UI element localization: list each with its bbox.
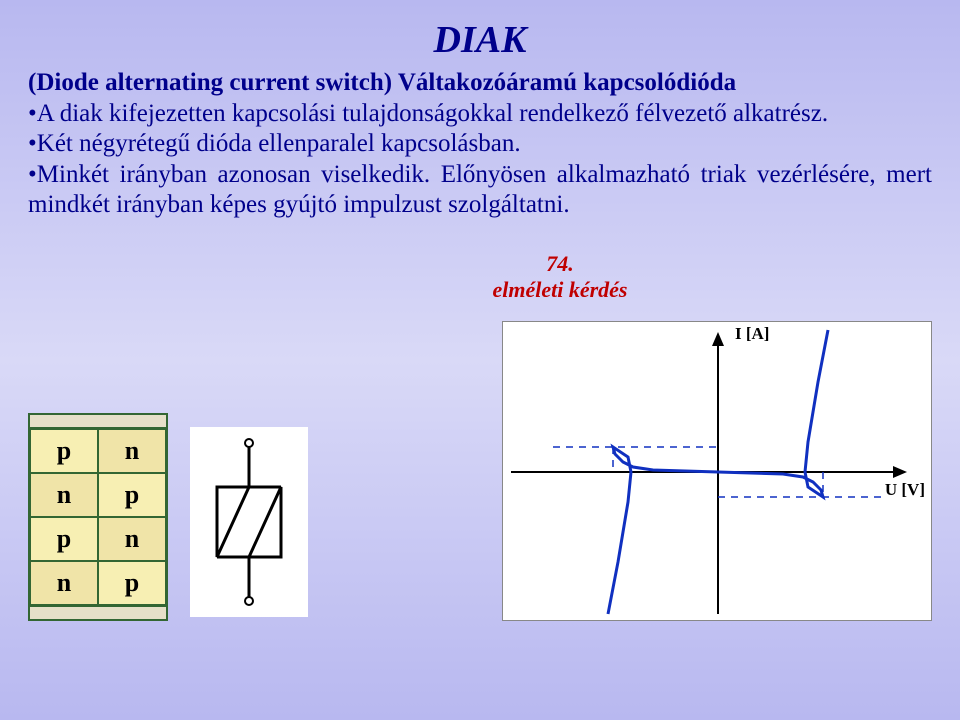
layer-col-left: p n p n <box>30 429 98 605</box>
layer-cell: n <box>98 517 166 561</box>
bullet-2: Két négyrétegű dióda ellenparalel kapcso… <box>37 130 521 157</box>
layer-bottom-contact <box>28 607 168 621</box>
layer-cell: p <box>30 429 98 473</box>
question-label: 74. elméleti kérdés <box>188 251 932 303</box>
layer-col-right: n p n p <box>98 429 166 605</box>
diak-symbol-svg <box>199 437 299 607</box>
diak-symbol <box>190 427 308 617</box>
layer-top-contact <box>28 413 168 427</box>
iv-chart-svg <box>503 322 933 622</box>
layer-cell: p <box>30 517 98 561</box>
layer-cell: n <box>30 473 98 517</box>
layer-cell: n <box>98 429 166 473</box>
question-text: elméleti kérdés <box>492 277 627 302</box>
layer-diagram: p n p n n p n p <box>28 413 168 621</box>
subtitle: (Diode alternating current switch) Válta… <box>28 69 736 96</box>
bullet-3: Minkét irányban azonosan viselkedik. Elő… <box>28 161 932 219</box>
layer-cell: p <box>98 561 166 605</box>
layer-cell: n <box>30 561 98 605</box>
figures-row: p n p n n p n p <box>28 321 932 621</box>
question-num: 74. <box>546 251 574 276</box>
bullet-1: A diak kifejezetten kapcsolási tulajdons… <box>37 100 828 127</box>
x-axis-label: U [V] <box>885 480 925 500</box>
layer-cell: p <box>98 473 166 517</box>
page-title: DIAK <box>28 18 932 62</box>
y-axis-label: I [A] <box>735 324 769 344</box>
body-text: (Diode alternating current switch) Válta… <box>28 68 932 221</box>
iv-chart: I [A] U [V] <box>502 321 932 621</box>
